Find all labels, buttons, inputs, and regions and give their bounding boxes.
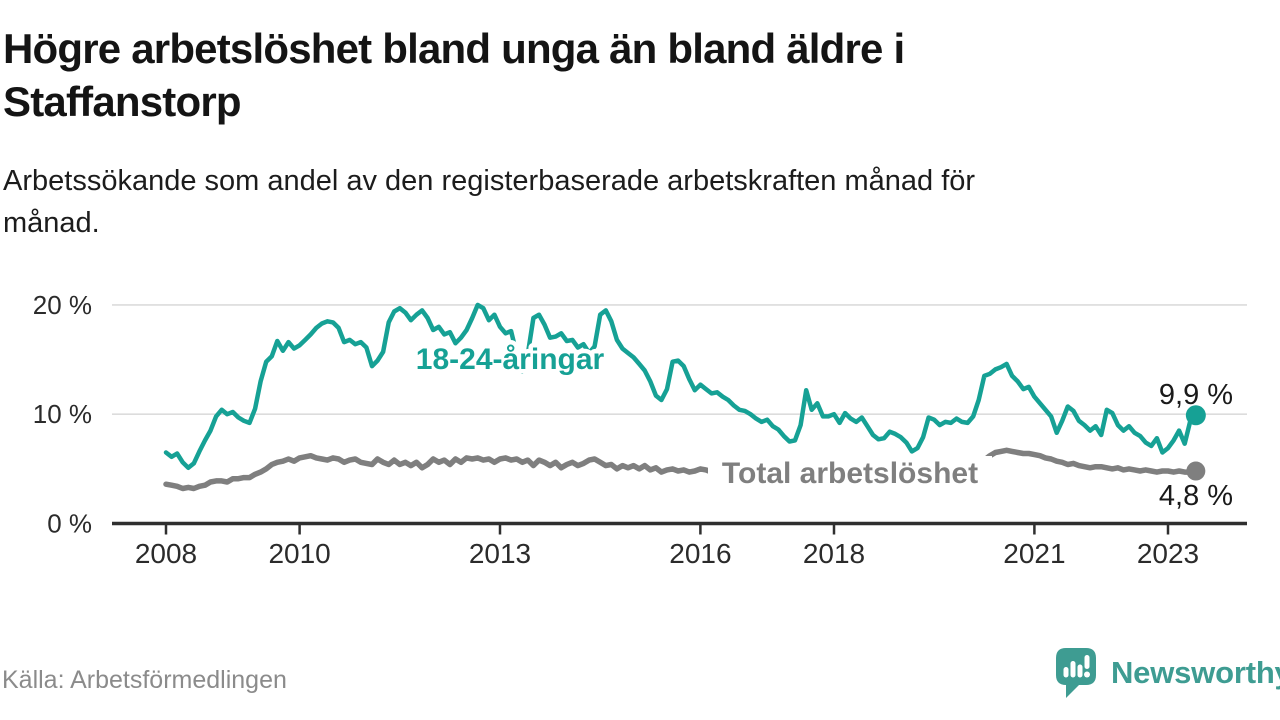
x-tick-label-2013: 2013 bbox=[469, 538, 531, 569]
end-dot-18-24-ringar bbox=[1185, 405, 1206, 426]
y-tick-label-10: 10 % bbox=[33, 399, 92, 429]
end-value-label-18-24-ringar: 9,9 % bbox=[1159, 379, 1233, 411]
bar-3 bbox=[1077, 664, 1083, 678]
title-line-2: Staffanstorp bbox=[3, 78, 242, 125]
chart-subtitle: Arbetssökande som andel av den registerb… bbox=[3, 160, 1223, 244]
end-value-label-total-arbetsl-shet: 4,8 % bbox=[1159, 480, 1233, 512]
exclamation-dot bbox=[1084, 671, 1090, 678]
series-line-18-24-ringar bbox=[163, 302, 1199, 471]
y-tick-label-20: 20 % bbox=[33, 290, 92, 320]
y-tick-label-0: 0 % bbox=[47, 509, 92, 539]
x-tick-label-2018: 2018 bbox=[803, 538, 865, 569]
series-line-total-arbetsl-shet bbox=[163, 447, 1199, 492]
x-tick-label-2023: 2023 bbox=[1137, 538, 1199, 569]
end-dot-total-arbetsl-shet bbox=[1186, 461, 1206, 481]
x-tick-label-2008: 2008 bbox=[135, 538, 197, 569]
series-label-total-arbetsl-shet: Total arbetslöshet bbox=[722, 457, 978, 490]
x-tick-label-2016: 2016 bbox=[669, 538, 731, 569]
bar-2 bbox=[1070, 661, 1076, 678]
x-tick-label-2021: 2021 bbox=[1003, 538, 1065, 569]
newsworthy-logo-icon bbox=[1056, 648, 1096, 698]
page-title: Högre arbetslöshet bland unga än bland ä… bbox=[3, 22, 1223, 128]
x-tick-label-2010: 2010 bbox=[268, 538, 330, 569]
label-mask-total-arbetsl-shet bbox=[708, 456, 992, 486]
source-note: Källa: Arbetsförmedlingen bbox=[2, 666, 287, 694]
bar-1 bbox=[1063, 667, 1069, 678]
series-label-18-24-ringar: 18-24-åringar bbox=[416, 343, 605, 376]
subtitle-line-1: Arbetssökande som andel av den registerb… bbox=[3, 165, 976, 197]
subtitle-line-2: månad. bbox=[3, 207, 100, 239]
title-line-1: Högre arbetslöshet bland unga än bland ä… bbox=[3, 25, 905, 72]
newsworthy-logo: Newsworthy bbox=[1056, 648, 1280, 699]
speech-bubble-shape bbox=[1056, 648, 1096, 698]
newsworthy-wordmark: Newsworthy bbox=[1111, 655, 1280, 690]
exclamation-bar bbox=[1084, 655, 1090, 669]
